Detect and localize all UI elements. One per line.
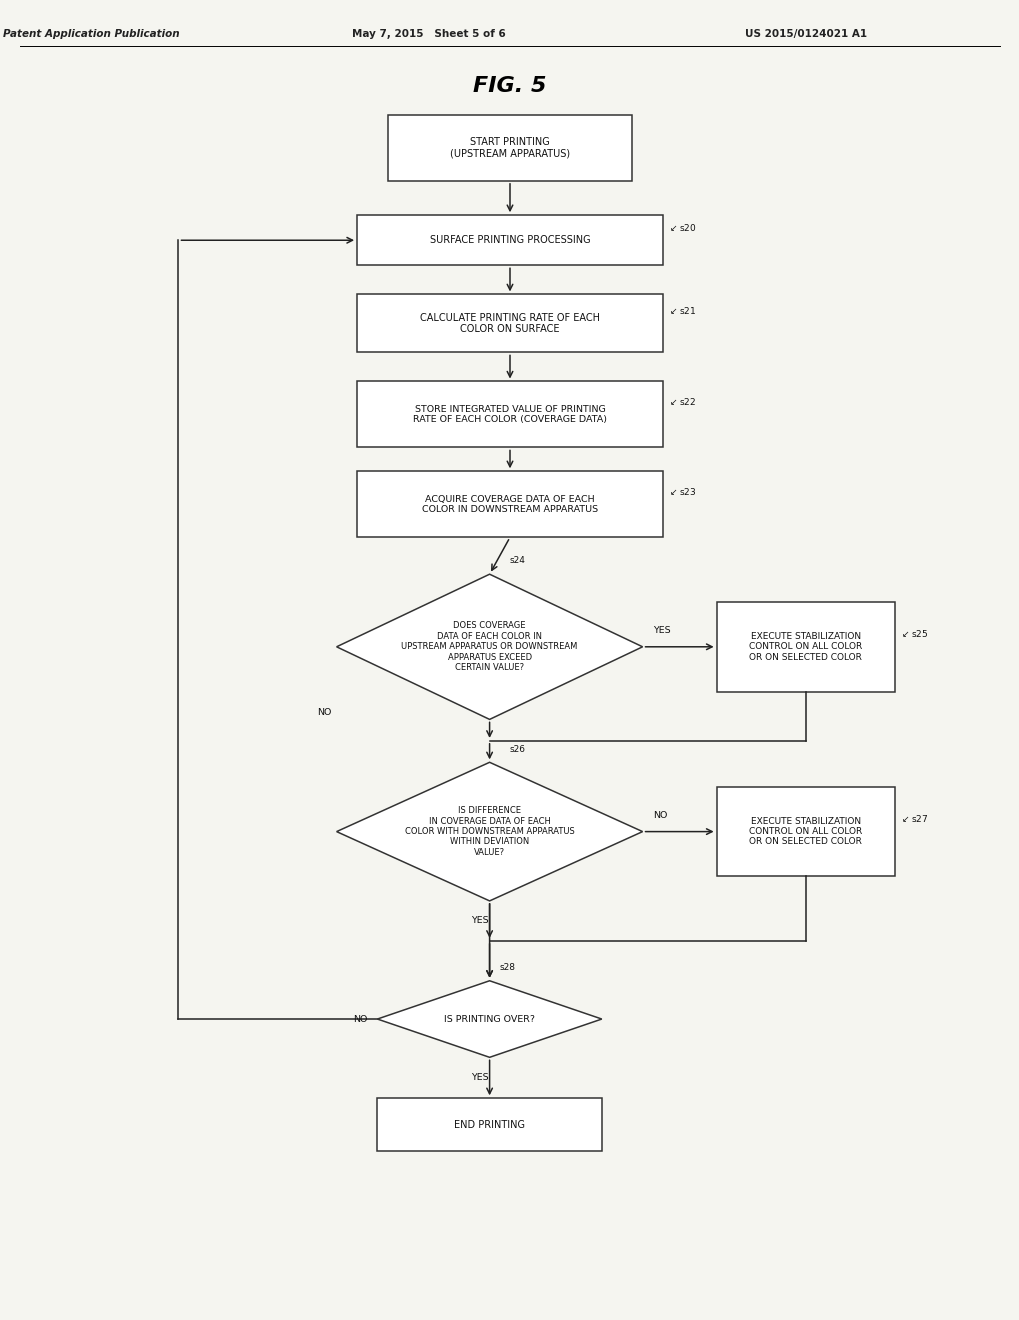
Text: May 7, 2015   Sheet 5 of 6: May 7, 2015 Sheet 5 of 6 [352, 29, 504, 40]
Polygon shape [377, 981, 601, 1057]
Polygon shape [336, 574, 642, 719]
Text: IS PRINTING OVER?: IS PRINTING OVER? [443, 1015, 535, 1023]
Text: s24: s24 [510, 557, 526, 565]
Text: START PRINTING
(UPSTREAM APPARATUS): START PRINTING (UPSTREAM APPARATUS) [449, 137, 570, 158]
Text: $\swarrow$s25: $\swarrow$s25 [900, 628, 927, 639]
Text: EXECUTE STABILIZATION
CONTROL ON ALL COLOR
OR ON SELECTED COLOR: EXECUTE STABILIZATION CONTROL ON ALL COL… [748, 817, 862, 846]
Text: NO: NO [652, 812, 666, 820]
FancyBboxPatch shape [377, 1098, 601, 1151]
Text: YES: YES [652, 627, 669, 635]
Text: SURFACE PRINTING PROCESSING: SURFACE PRINTING PROCESSING [429, 235, 590, 246]
Text: STORE INTEGRATED VALUE OF PRINTING
RATE OF EACH COLOR (COVERAGE DATA): STORE INTEGRATED VALUE OF PRINTING RATE … [413, 405, 606, 424]
Text: YES: YES [470, 916, 488, 925]
Text: $\swarrow$s21: $\swarrow$s21 [667, 305, 696, 315]
Text: s28: s28 [499, 964, 516, 972]
Polygon shape [336, 763, 642, 900]
Text: US 2015/0124021 A1: US 2015/0124021 A1 [744, 29, 866, 40]
FancyBboxPatch shape [357, 294, 662, 352]
Text: s26: s26 [510, 744, 526, 754]
Text: $\swarrow$s20: $\swarrow$s20 [667, 222, 696, 232]
FancyBboxPatch shape [357, 471, 662, 537]
FancyBboxPatch shape [357, 381, 662, 447]
Text: NO: NO [317, 709, 331, 717]
FancyBboxPatch shape [387, 115, 632, 181]
Text: DOES COVERAGE
DATA OF EACH COLOR IN
UPSTREAM APPARATUS OR DOWNSTREAM
APPARATUS E: DOES COVERAGE DATA OF EACH COLOR IN UPST… [401, 622, 577, 672]
Text: NO: NO [353, 1015, 367, 1023]
FancyBboxPatch shape [357, 215, 662, 265]
Text: $\swarrow$s23: $\swarrow$s23 [667, 486, 696, 496]
FancyBboxPatch shape [716, 602, 895, 692]
FancyBboxPatch shape [716, 787, 895, 876]
Text: YES: YES [470, 1073, 488, 1081]
Text: IS DIFFERENCE
IN COVERAGE DATA OF EACH
COLOR WITH DOWNSTREAM APPARATUS
WITHIN DE: IS DIFFERENCE IN COVERAGE DATA OF EACH C… [405, 807, 574, 857]
Text: Patent Application Publication: Patent Application Publication [3, 29, 180, 40]
Text: EXECUTE STABILIZATION
CONTROL ON ALL COLOR
OR ON SELECTED COLOR: EXECUTE STABILIZATION CONTROL ON ALL COL… [748, 632, 862, 661]
Text: FIG. 5: FIG. 5 [473, 75, 546, 96]
Text: ACQUIRE COVERAGE DATA OF EACH
COLOR IN DOWNSTREAM APPARATUS: ACQUIRE COVERAGE DATA OF EACH COLOR IN D… [422, 495, 597, 513]
Text: END PRINTING: END PRINTING [453, 1119, 525, 1130]
Text: $\swarrow$s27: $\swarrow$s27 [900, 813, 927, 824]
Text: $\swarrow$s22: $\swarrow$s22 [667, 396, 696, 407]
Text: CALCULATE PRINTING RATE OF EACH
COLOR ON SURFACE: CALCULATE PRINTING RATE OF EACH COLOR ON… [420, 313, 599, 334]
